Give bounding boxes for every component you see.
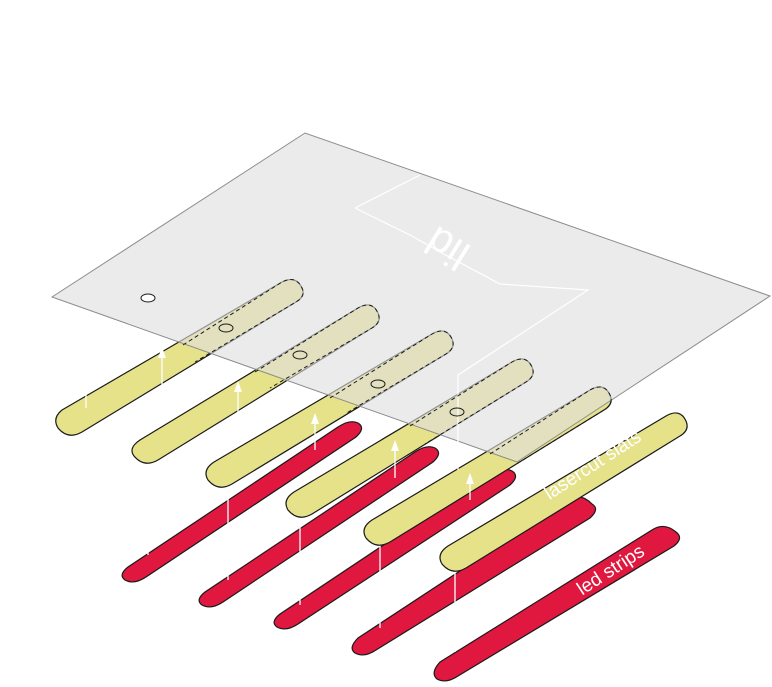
led-strips-label: led strips — [573, 541, 648, 600]
lid-hole-4 — [370, 379, 386, 389]
arrowheads — [158, 347, 474, 484]
led-strip-5 — [433, 525, 681, 682]
led-strip-1 — [121, 421, 363, 583]
lid-hole-5 — [449, 407, 465, 417]
slat-to-lid-arrows — [85, 352, 471, 500]
lid-hole-1 — [140, 293, 156, 303]
led-strip-2 — [198, 446, 440, 608]
slat-6 — [439, 412, 688, 572]
lid-hole-3 — [292, 350, 308, 360]
lid-hole-2 — [218, 323, 234, 333]
led-strip-4 — [351, 496, 597, 656]
led-strips-layer — [121, 421, 681, 682]
lid-panel — [50, 132, 772, 470]
